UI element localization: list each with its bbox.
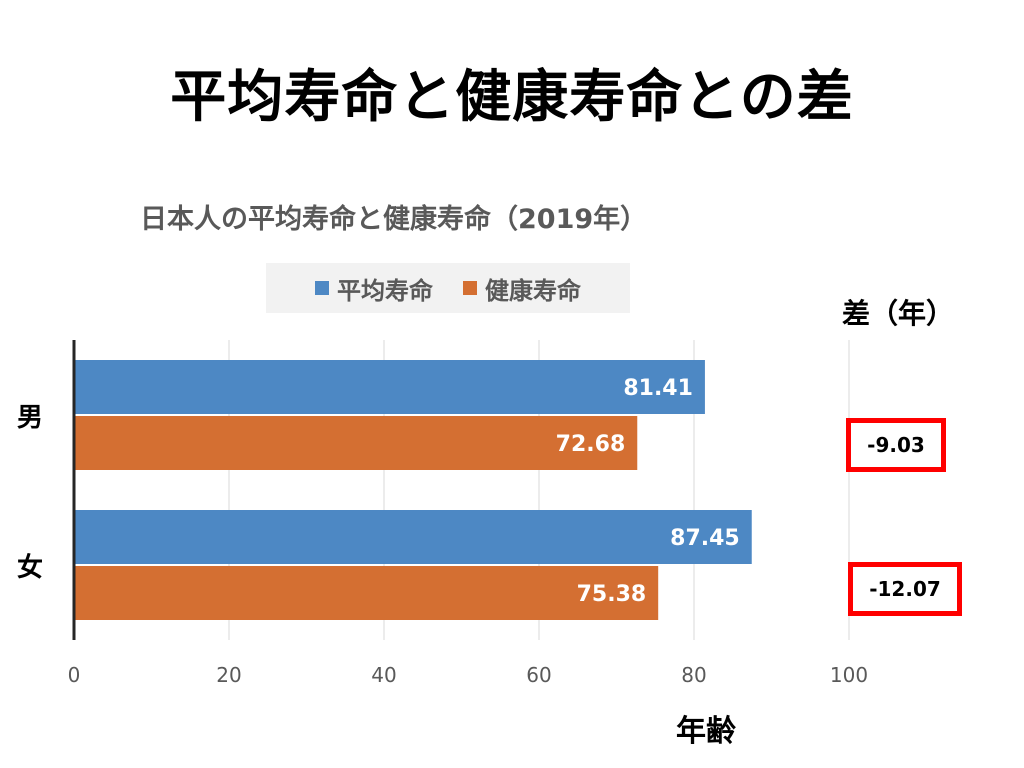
x-tick-label-40: 40 (371, 663, 396, 687)
legend-label-average-lifespan: 平均寿命 (337, 276, 433, 305)
chart-title: 日本人の平均寿命と健康寿命（2019年） (140, 204, 648, 235)
data-label-0-0: 81.41 (623, 376, 693, 401)
bar-1-1 (74, 566, 659, 620)
category-label-1: 女 (17, 552, 43, 583)
data-label-1-1: 75.38 (577, 582, 647, 607)
x-tick-label-60: 60 (526, 663, 551, 687)
legend-swatch-healthy-lifespan (463, 281, 477, 295)
legend: 平均寿命 健康寿命 (266, 263, 630, 313)
difference-value-female: -12.07 (869, 577, 941, 601)
legend-label-healthy-lifespan: 健康寿命 (485, 276, 581, 305)
bar-0-1 (74, 416, 638, 470)
difference-header: 差（年） (842, 297, 955, 330)
difference-box-male: -9.03 (846, 418, 946, 472)
x-tick-label-20: 20 (216, 663, 241, 687)
x-tick-label-100: 100 (830, 663, 868, 687)
x-tick-label-0: 0 (68, 663, 81, 687)
data-label-0-1: 72.68 (556, 432, 626, 457)
page-title: 平均寿命と健康寿命との差 (170, 65, 854, 130)
x-axis-title: 年齢 (676, 714, 736, 749)
category-label-0: 男 (17, 403, 43, 433)
difference-value-male: -9.03 (867, 433, 925, 457)
data-label-1-0: 87.45 (670, 526, 740, 551)
difference-box-female: -12.07 (848, 562, 962, 616)
legend-entry-healthy-lifespan: 健康寿命 (463, 271, 581, 306)
legend-swatch-average-lifespan (315, 281, 329, 295)
bar-0-0 (74, 360, 705, 414)
bar-1-0 (74, 510, 752, 564)
legend-entry-average-lifespan: 平均寿命 (315, 271, 433, 306)
x-tick-label-80: 80 (681, 663, 706, 687)
